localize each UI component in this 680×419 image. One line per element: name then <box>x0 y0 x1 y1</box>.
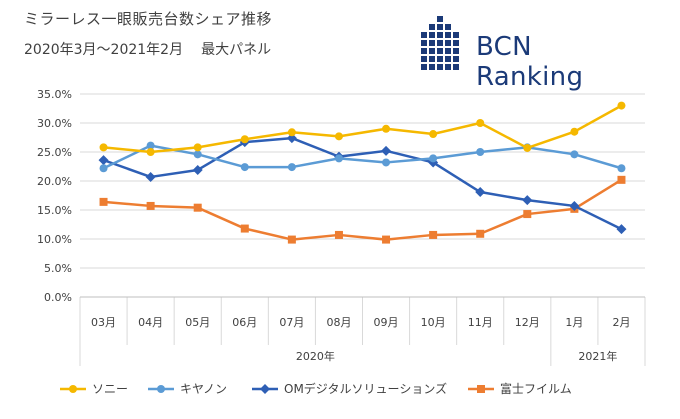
x-tick-label: 11月 <box>468 316 493 329</box>
data-point <box>99 197 108 206</box>
series-line <box>103 144 622 170</box>
data-point <box>286 133 297 144</box>
data-point <box>240 163 249 172</box>
data-point <box>429 130 438 139</box>
data-point <box>287 128 296 137</box>
x-tick-label: 10月 <box>421 316 446 329</box>
data-point <box>287 235 296 244</box>
x-tick-label: 06月 <box>232 316 257 329</box>
y-tick-label: 30.0% <box>37 117 72 130</box>
year-label: 2020年 <box>296 349 335 363</box>
chart-title-line1: ミラーレス一眼販売台数シェア推移 <box>24 10 273 28</box>
chart-title: ミラーレス一眼販売台数シェア推移 2020年3月〜2021年2月 最大パネル <box>24 8 272 59</box>
data-point <box>617 164 626 173</box>
series-line <box>103 178 623 241</box>
x-tick-label: 2月 <box>612 316 630 329</box>
bcn-ranking-logo: BCN Ranking <box>420 14 640 92</box>
data-point <box>98 155 109 166</box>
data-point <box>193 143 202 152</box>
data-point <box>475 187 486 198</box>
series-line <box>103 104 623 154</box>
data-point <box>382 124 391 133</box>
data-point <box>145 171 156 182</box>
data-point <box>146 201 155 210</box>
year-label: 2021年 <box>578 349 617 363</box>
x-tick-label: 1月 <box>565 316 583 329</box>
data-point <box>146 141 155 150</box>
data-point <box>193 203 202 212</box>
y-tick-label: 25.0% <box>37 146 72 159</box>
data-point <box>617 175 626 184</box>
data-point <box>240 135 249 144</box>
data-point <box>476 119 485 127</box>
legend-label: キヤノン <box>180 382 227 396</box>
logo-text: BCN Ranking <box>476 32 584 92</box>
data-point <box>287 163 296 172</box>
x-tick-label: 12月 <box>515 316 540 329</box>
chart-panel: 最大パネル <box>201 42 272 58</box>
data-point <box>570 150 579 159</box>
data-point <box>99 143 108 152</box>
x-tick-label: 05月 <box>185 316 210 329</box>
legend-swatch-marker <box>69 385 77 393</box>
data-point <box>381 145 392 156</box>
data-point <box>476 229 485 238</box>
data-point <box>523 143 532 152</box>
data-point <box>522 195 533 206</box>
data-point <box>240 224 249 233</box>
chart-subtitle: 2020年3月〜2021年2月 最大パネル <box>24 39 272 59</box>
series-line <box>103 136 623 231</box>
data-point <box>616 224 627 235</box>
legend-swatch-marker <box>477 385 485 393</box>
data-point <box>429 230 438 239</box>
legend-label: 富士フイルム <box>500 381 572 396</box>
data-point <box>334 230 343 239</box>
data-point <box>476 148 485 156</box>
x-tick-label: 09月 <box>374 316 399 329</box>
data-point <box>146 148 155 156</box>
y-tick-label: 5.0% <box>44 262 72 275</box>
data-point <box>570 127 579 136</box>
y-tick-label: 10.0% <box>37 233 72 246</box>
legend-label: ソニー <box>92 382 128 396</box>
x-tick-label: 08月 <box>326 316 351 329</box>
legend-label: OMデジタルソリューションズ <box>284 381 447 396</box>
data-point <box>334 132 343 141</box>
data-point <box>429 154 438 163</box>
data-point <box>382 235 391 244</box>
data-point <box>192 164 203 175</box>
data-point <box>523 210 532 219</box>
legend-swatch-marker <box>157 385 165 393</box>
data-point <box>193 150 202 159</box>
x-tick-label: 03月 <box>91 316 116 329</box>
legend-swatch-marker <box>260 384 270 394</box>
y-tick-label: 0.0% <box>44 291 72 304</box>
x-tick-label: 04月 <box>138 316 163 329</box>
bcn-grid-icon <box>421 16 459 70</box>
x-tick-label: 07月 <box>279 316 304 329</box>
data-point <box>569 200 580 211</box>
y-tick-label: 15.0% <box>37 204 72 217</box>
y-tick-label: 35.0% <box>37 88 72 101</box>
data-point <box>382 158 391 167</box>
chart-period: 2020年3月〜2021年2月 <box>24 42 184 58</box>
data-point <box>99 164 108 173</box>
data-point <box>334 154 343 163</box>
y-tick-label: 20.0% <box>37 175 72 188</box>
data-point <box>617 101 626 110</box>
